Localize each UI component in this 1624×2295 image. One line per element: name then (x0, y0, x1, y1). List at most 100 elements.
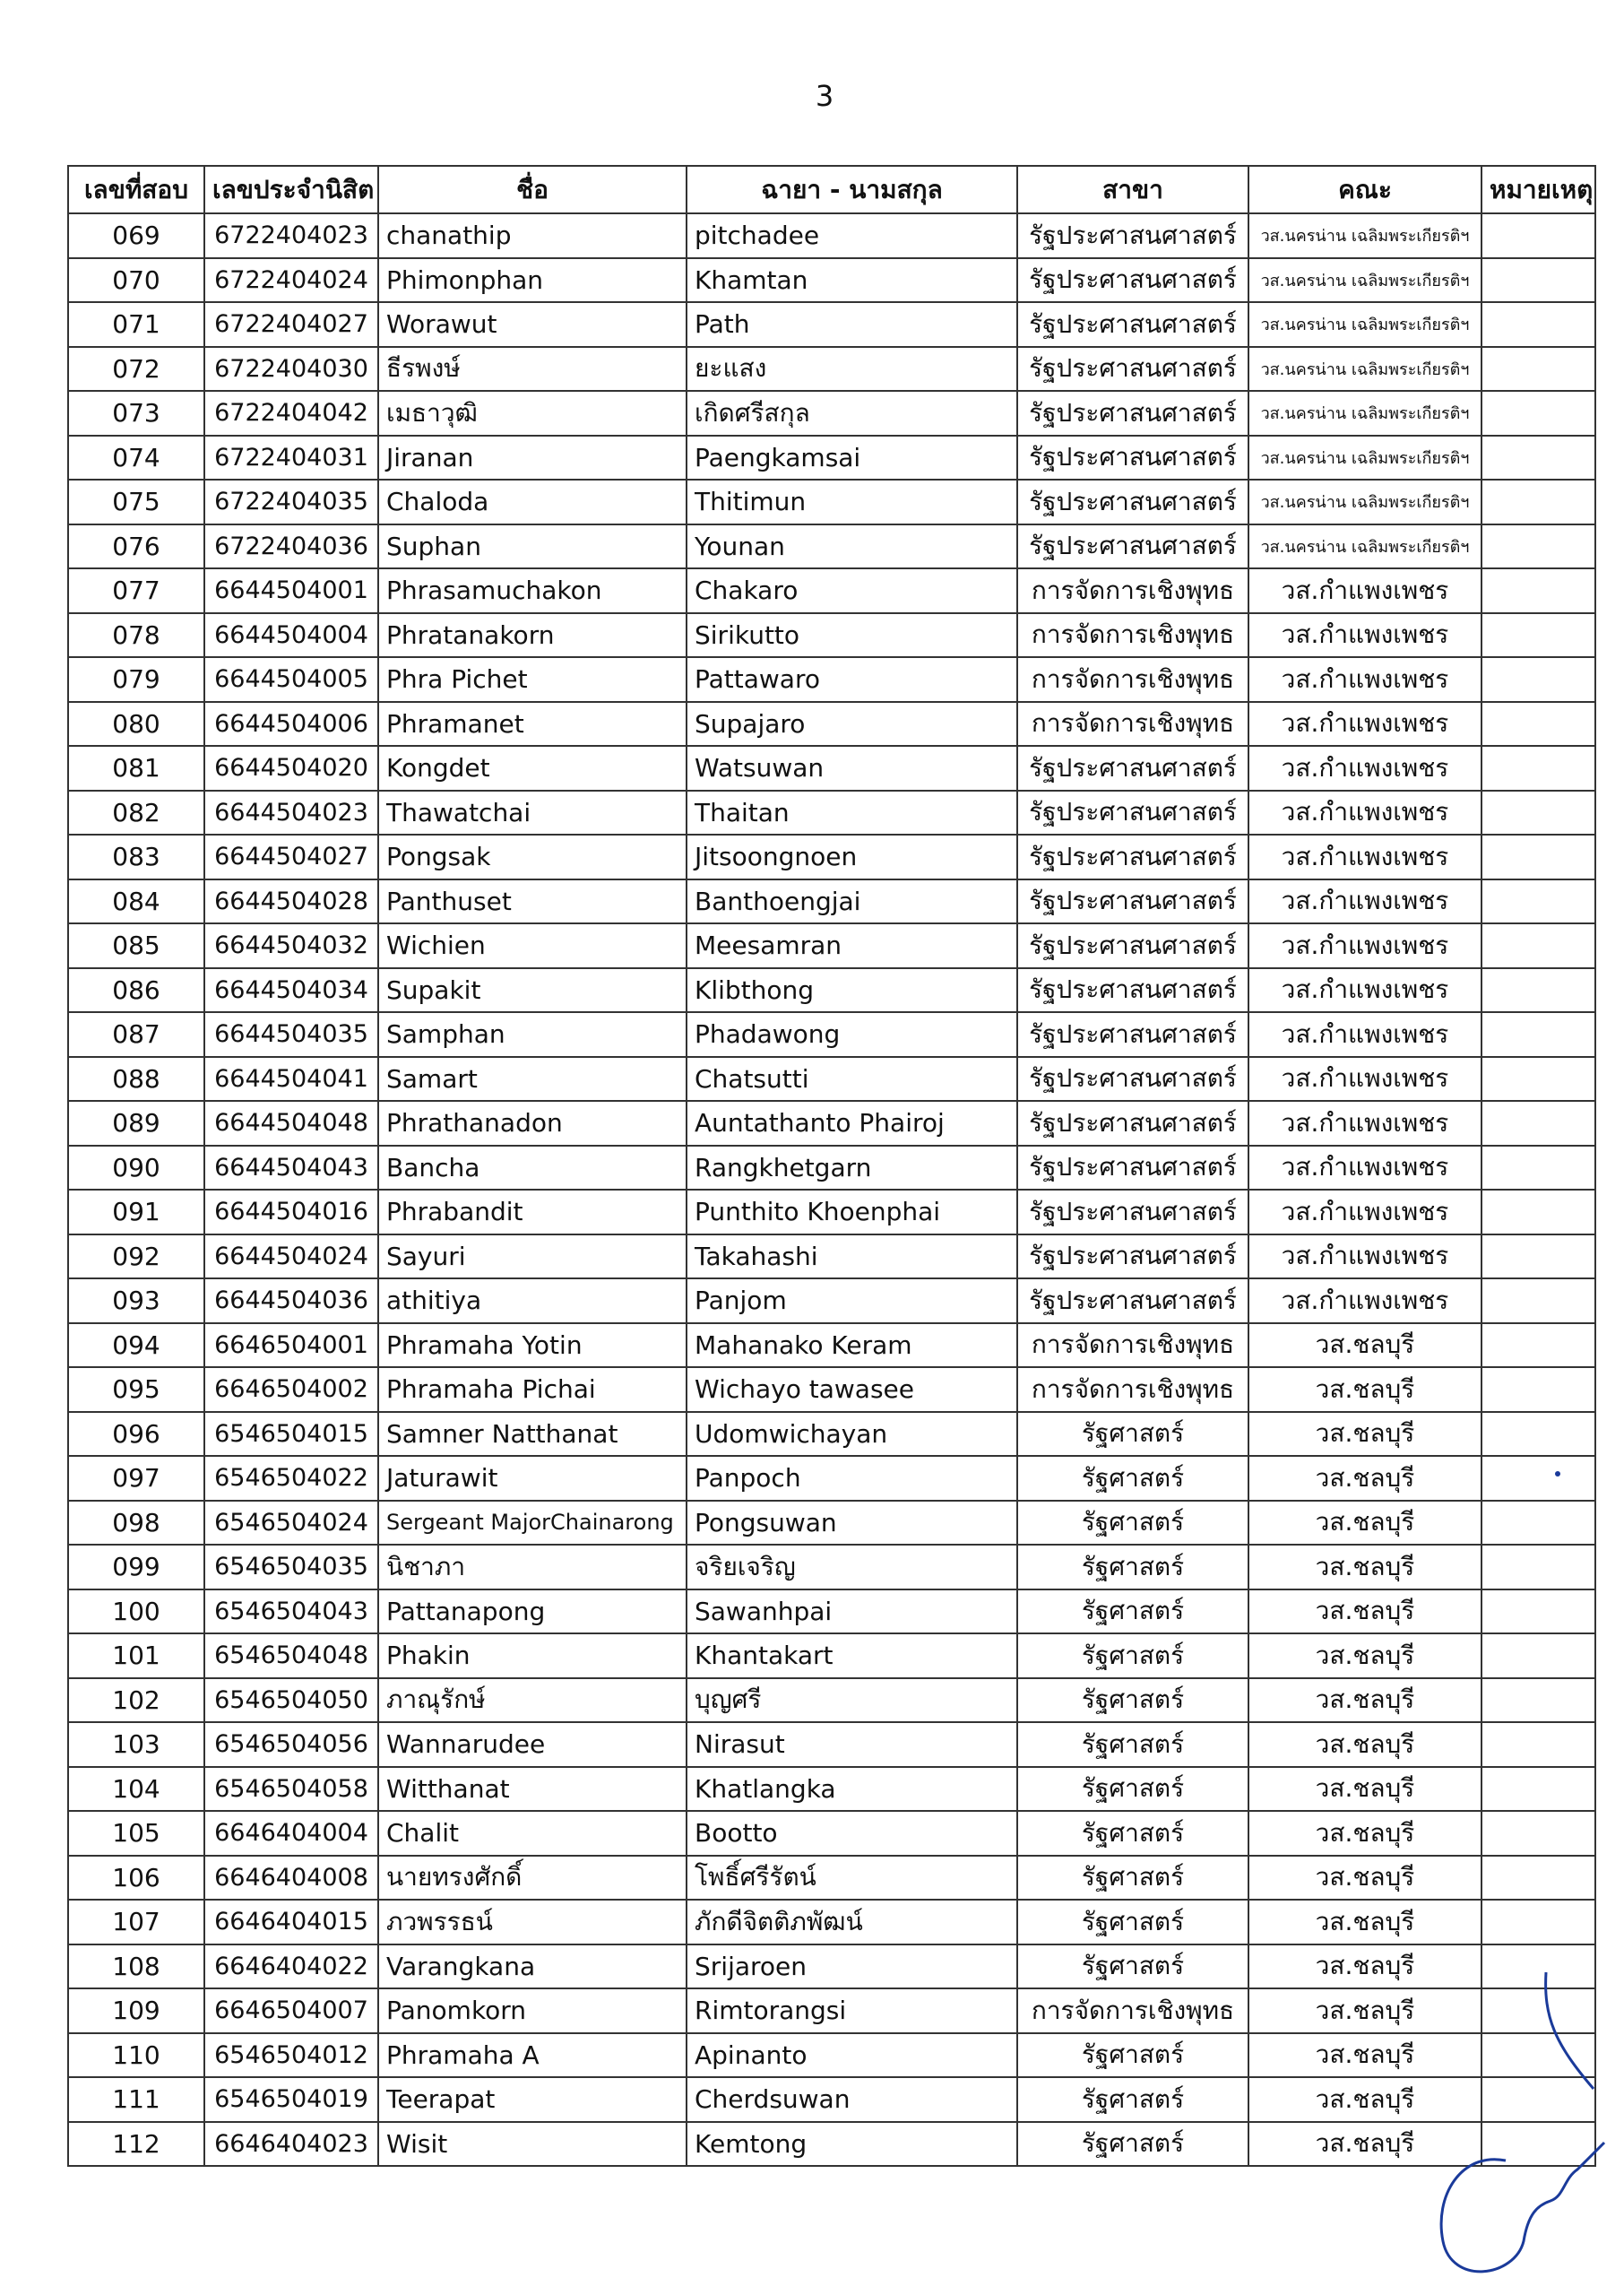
first-name: Teerapat (377, 2076, 687, 2123)
faculty: วส.ชลบุรี (1248, 2120, 1482, 2167)
major: รัฐประศาสนศาสตร์ (1016, 1011, 1249, 1058)
faculty: วส.ชลบุรี (1248, 1321, 1482, 1368)
surname: Banthoengjai (686, 878, 1018, 924)
first-name: Witthanat (377, 1765, 687, 1812)
major: รัฐประศาสนศาสตร์ (1016, 1189, 1249, 1235)
exam-number: 075 (67, 479, 205, 525)
remark-cell (1481, 966, 1596, 1013)
remark-cell (1481, 479, 1596, 525)
first-name: Phratanakorn (377, 611, 687, 658)
surname: Nirasut (686, 1721, 1018, 1768)
exam-number: 095 (67, 1366, 205, 1413)
faculty: วส.ชลบุรี (1248, 1410, 1482, 1457)
surname: Panpoch (686, 1455, 1018, 1502)
table-row: 101 6546504048 Phakin Khantakart รัฐศาสตร์ วส… (67, 1632, 1596, 1679)
first-name: Phakin (377, 1632, 687, 1679)
table-row: 085 6644504032 Wichien Meesamran รัฐประศาสนศ… (67, 922, 1596, 969)
exam-number: 076 (67, 523, 205, 569)
student-id: 6722404042 (203, 390, 379, 437)
surname: Thitimun (686, 479, 1018, 525)
first-name: athitiya (377, 1277, 687, 1324)
exam-number: 108 (67, 1943, 205, 1989)
faculty: วส.ชลบุรี (1248, 1810, 1482, 1857)
student-id: 6646504007 (203, 1988, 379, 2034)
major: รัฐศาสตร์ (1016, 1410, 1249, 1457)
exam-number: 107 (67, 1899, 205, 1945)
student-id: 6644504027 (203, 834, 379, 880)
faculty: วส.กำแพงเพชร (1248, 700, 1482, 747)
table-row: 096 6546504015 Samner Natthanat Udomwichaya… (67, 1410, 1596, 1457)
exam-number: 077 (67, 567, 205, 614)
major: รัฐศาสตร์ (1016, 1544, 1249, 1590)
surname: Udomwichayan (686, 1410, 1018, 1457)
faculty: วส.ชลบุรี (1248, 2031, 1482, 2078)
remark-cell (1481, 2076, 1596, 2123)
exam-number: 100 (67, 1588, 205, 1634)
faculty: วส.กำแพงเพชร (1248, 922, 1482, 969)
table-row: 102 6546504050 ภาณุรักษ์ บุญศรี รัฐศาสตร์ วส.… (67, 1676, 1596, 1723)
table-row: 071 6722404027 Worawut Path รัฐประศาสนศาสตร์… (67, 301, 1596, 348)
major: รัฐประศาสนศาสตร์ (1016, 1144, 1249, 1191)
header-cell: หมายเหตุ (1481, 165, 1596, 214)
surname: Sawanhpai (686, 1588, 1018, 1634)
remark-cell (1481, 922, 1596, 969)
exam-number: 105 (67, 1810, 205, 1857)
exam-number: 106 (67, 1854, 205, 1901)
student-id: 6546504043 (203, 1588, 379, 1634)
major: รัฐประศาสนศาสตร์ (1016, 1233, 1249, 1279)
table-row: 081 6644504020 Kongdet Watsuwan รัฐประศาสนศา… (67, 745, 1596, 792)
first-name: Varangkana (377, 1943, 687, 1989)
surname: Phadawong (686, 1011, 1018, 1058)
table-row: 110 6546504012 Phramaha A Apinanto รัฐศาสตร์… (67, 2031, 1596, 2078)
faculty: วส.นครน่าน เฉลิมพระเกียรติฯ (1248, 345, 1482, 392)
major: รัฐประศาสนศาสตร์ (1016, 1100, 1249, 1147)
first-name: Phrasamuchakon (377, 567, 687, 614)
surname: Jitsoongnoen (686, 834, 1018, 880)
student-id: 6646404004 (203, 1810, 379, 1857)
remark-cell (1481, 1366, 1596, 1413)
faculty: วส.ชลบุรี (1248, 1899, 1482, 1945)
student-id: 6546504050 (203, 1676, 379, 1723)
surname: Chatsutti (686, 1055, 1018, 1102)
first-name: Wichien (377, 922, 687, 969)
exam-number: 098 (67, 1499, 205, 1546)
table-row: 106 6646404008 นายทรงศักดิ์ โพธิ์ศรีรัตน์ รั… (67, 1854, 1596, 1901)
surname: Path (686, 301, 1018, 348)
table-row: 077 6644504001 Phrasamuchakon Chakaro การจัด… (67, 567, 1596, 614)
major: การจัดการเชิงพุทธ (1016, 700, 1249, 747)
surname: Apinanto (686, 2031, 1018, 2078)
student-id: 6646504002 (203, 1366, 379, 1413)
faculty: วส.กำแพงเพชร (1248, 1277, 1482, 1324)
first-name: Kongdet (377, 745, 687, 792)
table-row: 083 6644504027 Pongsak Jitsoongnoen รัฐประศา… (67, 834, 1596, 880)
first-name: Phramanet (377, 700, 687, 747)
table-row: 073 6722404042 เมธาวุฒิ เกิดศรีสกุล รัฐประศา… (67, 390, 1596, 437)
major: รัฐประศาสนศาสตร์ (1016, 878, 1249, 924)
exam-number: 072 (67, 345, 205, 392)
remark-cell (1481, 434, 1596, 481)
table-row: 112 6646404023 Wisit Kemtong รัฐศาสตร์ วส.ชลบ… (67, 2120, 1596, 2167)
exam-number: 097 (67, 1455, 205, 1502)
major: รัฐประศาสนศาสตร์ (1016, 212, 1249, 259)
table-row: 079 6644504005 Phra Pichet Pattawaro การจัดก… (67, 656, 1596, 703)
student-id: 6546504015 (203, 1410, 379, 1457)
header-cell: เลขที่สอบ (67, 165, 205, 214)
exam-number: 078 (67, 611, 205, 658)
major: รัฐประศาสนศาสตร์ (1016, 789, 1249, 836)
student-id: 6722404031 (203, 434, 379, 481)
faculty: วส.กำแพงเพชร (1248, 1144, 1482, 1191)
table-row: 086 6644504034 Supakit Klibthong รัฐประศาสนศ… (67, 966, 1596, 1013)
major: รัฐประศาสนศาสตร์ (1016, 256, 1249, 303)
header-cell: เลขประจำนิสิต (203, 165, 379, 214)
remark-cell (1481, 700, 1596, 747)
surname: Khamtan (686, 256, 1018, 303)
table-row: 103 6546504056 Wannarudee Nirasut รัฐศาสตร์ว… (67, 1721, 1596, 1768)
surname: Sirikutto (686, 611, 1018, 658)
student-id: 6644504004 (203, 611, 379, 658)
remark-cell (1481, 1721, 1596, 1768)
exam-number: 099 (67, 1544, 205, 1590)
first-name: Phramaha A (377, 2031, 687, 2078)
student-id: 6644504028 (203, 878, 379, 924)
major: รัฐประศาสนศาสตร์ (1016, 745, 1249, 792)
faculty: วส.นครน่าน เฉลิมพระเกียรติฯ (1248, 390, 1482, 437)
